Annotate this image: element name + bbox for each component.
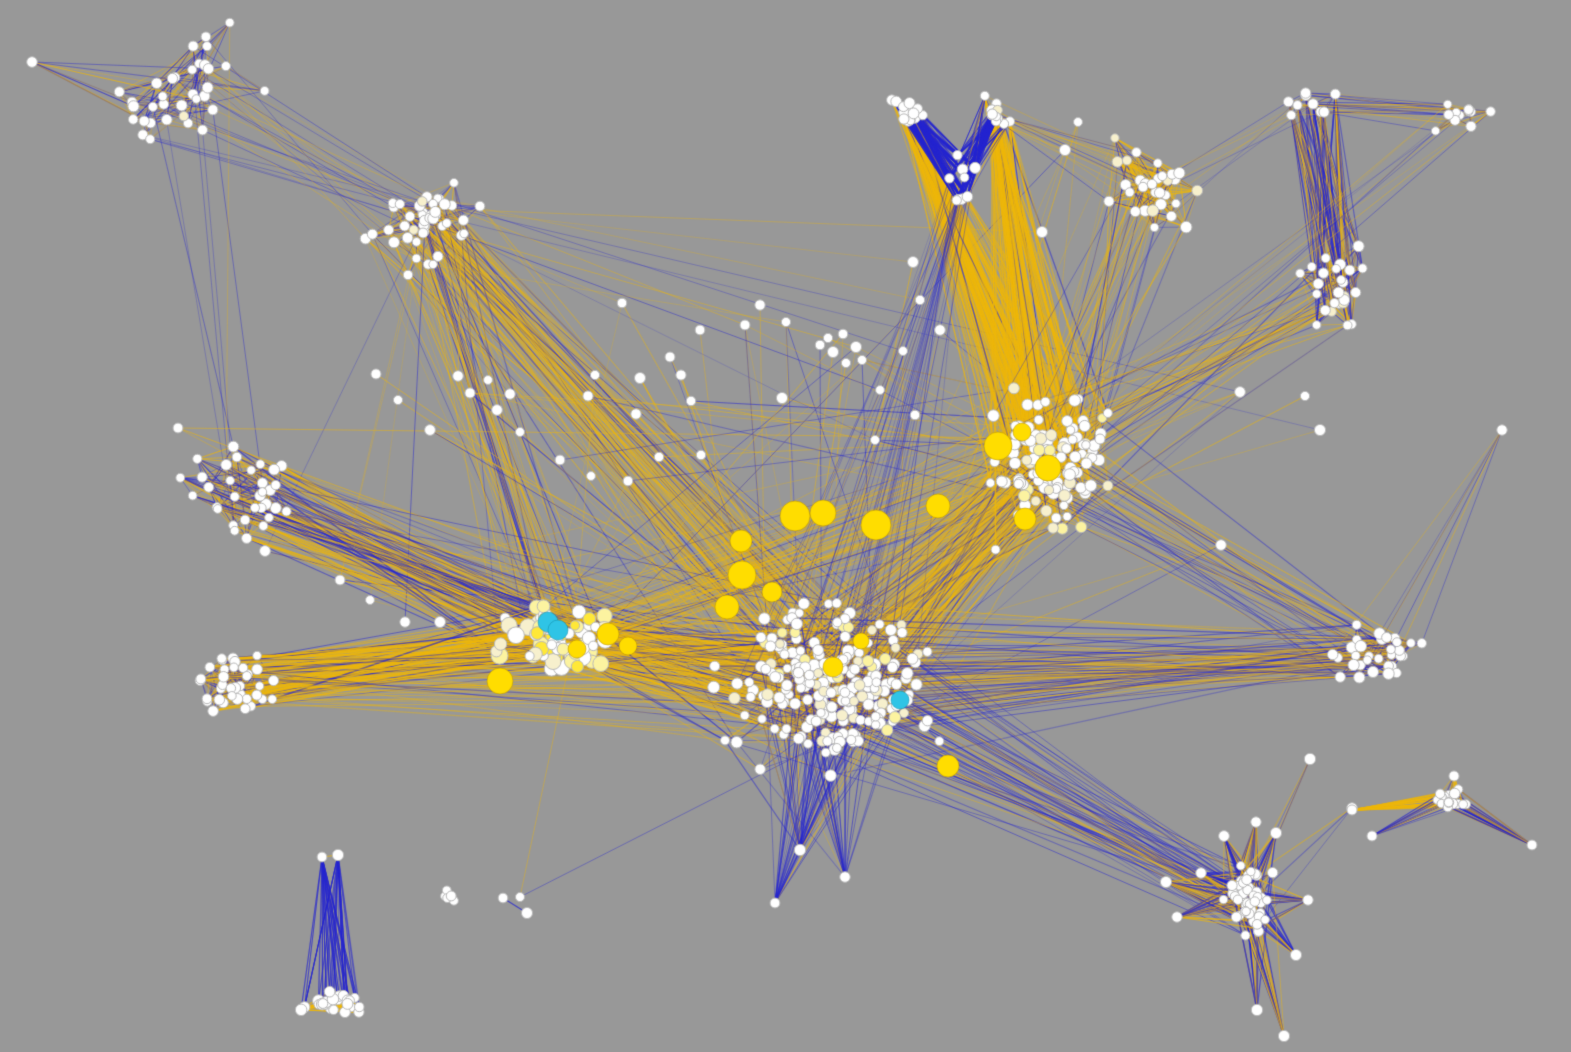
graph-viewport bbox=[0, 0, 1571, 1052]
network-graph-canvas[interactable] bbox=[0, 0, 1571, 1052]
